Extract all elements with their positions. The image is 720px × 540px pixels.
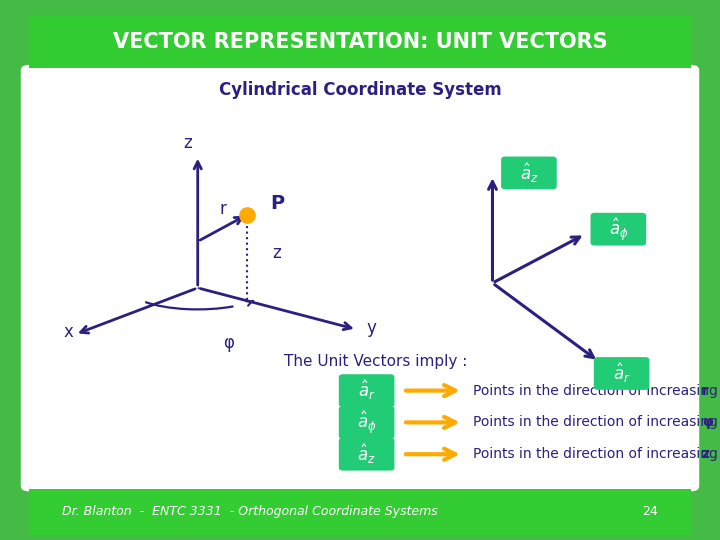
- Text: $\hat{a}_z$: $\hat{a}_z$: [357, 442, 376, 466]
- FancyBboxPatch shape: [339, 374, 395, 407]
- Text: $\hat{a}_\phi$: $\hat{a}_\phi$: [357, 409, 377, 436]
- Text: Points in the direction of increasing: Points in the direction of increasing: [472, 383, 720, 397]
- FancyBboxPatch shape: [501, 157, 557, 190]
- Text: $\hat{a}_z$: $\hat{a}_z$: [520, 161, 539, 185]
- FancyBboxPatch shape: [0, 12, 720, 72]
- FancyBboxPatch shape: [594, 357, 649, 390]
- Text: x: x: [64, 323, 73, 341]
- Text: r: r: [220, 200, 226, 218]
- Text: Points in the direction of increasing: Points in the direction of increasing: [472, 447, 720, 461]
- Text: z: z: [702, 447, 710, 461]
- Text: Points in the direction of increasing: Points in the direction of increasing: [472, 415, 720, 429]
- Text: r: r: [702, 383, 708, 397]
- Text: Dr. Blanton  -  ENTC 3331  - Orthogonal Coordinate Systems: Dr. Blanton - ENTC 3331 - Orthogonal Coo…: [62, 505, 438, 518]
- FancyBboxPatch shape: [590, 213, 646, 246]
- Text: y: y: [366, 319, 377, 337]
- Text: $\hat{a}_r$: $\hat{a}_r$: [613, 362, 631, 385]
- FancyBboxPatch shape: [0, 485, 720, 538]
- FancyBboxPatch shape: [339, 438, 395, 470]
- Text: z: z: [273, 244, 282, 262]
- Text: φ: φ: [702, 415, 713, 429]
- Text: The Unit Vectors imply :: The Unit Vectors imply :: [284, 354, 467, 369]
- Text: φ: φ: [223, 334, 234, 352]
- FancyBboxPatch shape: [339, 406, 395, 439]
- Text: $\hat{a}_\phi$: $\hat{a}_\phi$: [608, 216, 628, 242]
- Text: P: P: [271, 194, 284, 213]
- Text: Cylindrical Coordinate System: Cylindrical Coordinate System: [219, 81, 501, 99]
- Text: VECTOR REPRESENTATION: UNIT VECTORS: VECTOR REPRESENTATION: UNIT VECTORS: [113, 32, 607, 52]
- Text: $\hat{a}_r$: $\hat{a}_r$: [358, 379, 376, 402]
- Text: z: z: [183, 134, 192, 152]
- Text: 24: 24: [642, 505, 658, 518]
